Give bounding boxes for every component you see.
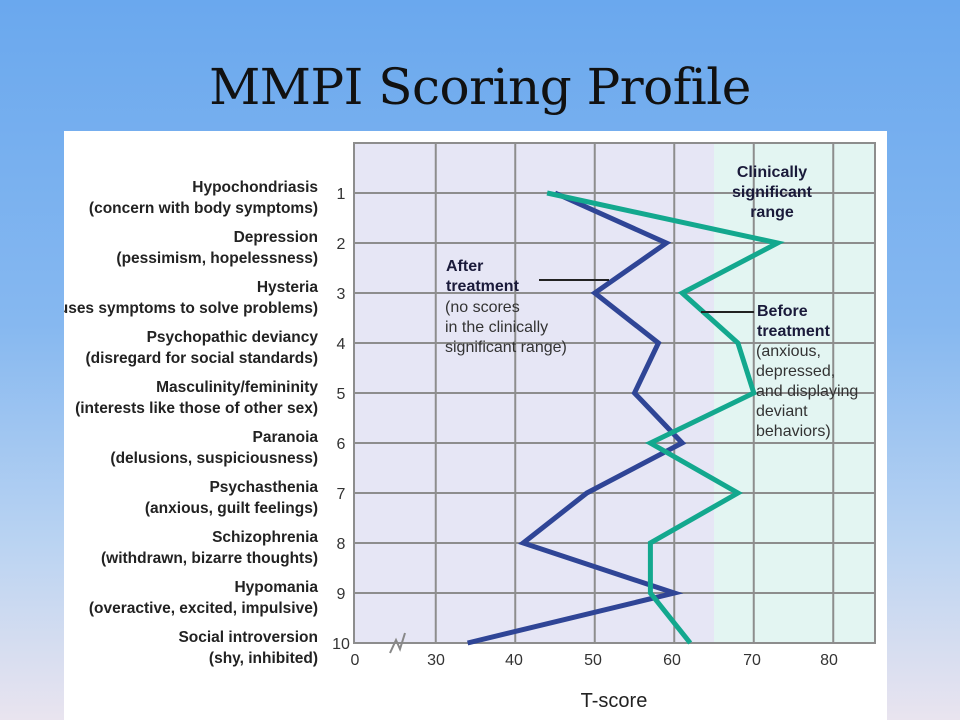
scale-number-label: 5: [337, 386, 346, 403]
before-treatment-note: deviant: [756, 403, 808, 420]
x-tick-label: 80: [820, 652, 838, 669]
scale-name-label: Psychopathic deviancy: [147, 329, 319, 346]
scale-number-label: 10: [332, 636, 350, 653]
scale-desc-label: (disregard for social standards): [85, 350, 318, 367]
before-treatment-note: (anxious,: [756, 343, 821, 360]
after-treatment-line: [467, 190, 687, 646]
before-treatment-label: Before: [757, 303, 808, 320]
scale-name-label: Social introversion: [178, 629, 318, 646]
after-treatment-label: treatment: [446, 278, 520, 295]
chart-panel: Hypochondriasis (concern with body sympto…: [64, 131, 887, 720]
scale-name-label: Hysteria: [257, 279, 319, 296]
x-tick-label: 0: [351, 652, 360, 669]
scale-number-label: 3: [337, 286, 346, 303]
scale-name-label: Masculinity/femininity: [156, 379, 318, 396]
after-treatment-note: (no scores: [445, 299, 520, 316]
scale-number-label: 1: [337, 186, 346, 203]
scale-desc-label: (uses symptoms to solve problems): [64, 300, 318, 317]
x-tick-label: 50: [584, 652, 602, 669]
scale-number-label: 6: [337, 436, 346, 453]
scale-name-label: Schizophrenia: [212, 529, 318, 546]
scale-number-label: 2: [337, 236, 346, 253]
after-treatment-note: significant range): [445, 339, 567, 356]
scale-desc-label: (pessimism, hopelessness): [116, 250, 318, 267]
x-tick-label: 60: [663, 652, 681, 669]
clinical-range-label: Clinically: [737, 164, 807, 181]
after-treatment-note: in the clinically: [445, 319, 548, 336]
scale-desc-label: (withdrawn, bizarre thoughts): [101, 550, 318, 567]
scale-number-label: 7: [337, 486, 346, 503]
scale-desc-label: (shy, inhibited): [209, 650, 318, 667]
scale-desc-label: (delusions, suspiciousness): [110, 450, 318, 467]
x-tick-label: 40: [505, 652, 523, 669]
x-axis-title: T-score: [581, 690, 648, 712]
scale-name-label: Hypomania: [234, 579, 318, 596]
after-treatment-label: After: [446, 258, 483, 275]
scale-name-label: Paranoia: [253, 429, 319, 446]
scale-desc-label: (interests like those of other sex): [75, 400, 318, 417]
scale-name-label: Hypochondriasis: [192, 179, 318, 196]
scale-desc-label: (anxious, guilt feelings): [145, 500, 318, 517]
scale-number-label: 9: [337, 586, 346, 603]
scale-desc-label: (overactive, excited, impulsive): [89, 600, 318, 617]
mmpi-profile-chart: Hypochondriasis (concern with body sympto…: [64, 142, 876, 712]
plot-border: [353, 142, 876, 644]
scale-number-label: 4: [337, 336, 346, 353]
scale-name-label: Psychasthenia: [209, 479, 318, 496]
before-treatment-note: behaviors): [756, 423, 831, 440]
scale-desc-label: (concern with body symptoms): [89, 200, 318, 217]
clinical-range-label: significant: [732, 184, 813, 201]
before-treatment-note: and displaying: [756, 383, 858, 400]
before-treatment-line: [546, 190, 785, 645]
scale-name-label: Depression: [234, 229, 318, 246]
x-tick-label: 30: [427, 652, 445, 669]
axis-break-icon: [389, 632, 406, 654]
scale-number-label: 8: [337, 536, 346, 553]
before-treatment-label: treatment: [757, 323, 831, 340]
x-tick-label: 70: [743, 652, 761, 669]
clinical-range-label: range: [750, 204, 794, 221]
slide-title: MMPI Scoring Profile: [209, 58, 751, 116]
before-treatment-note: depressed,: [756, 363, 835, 380]
